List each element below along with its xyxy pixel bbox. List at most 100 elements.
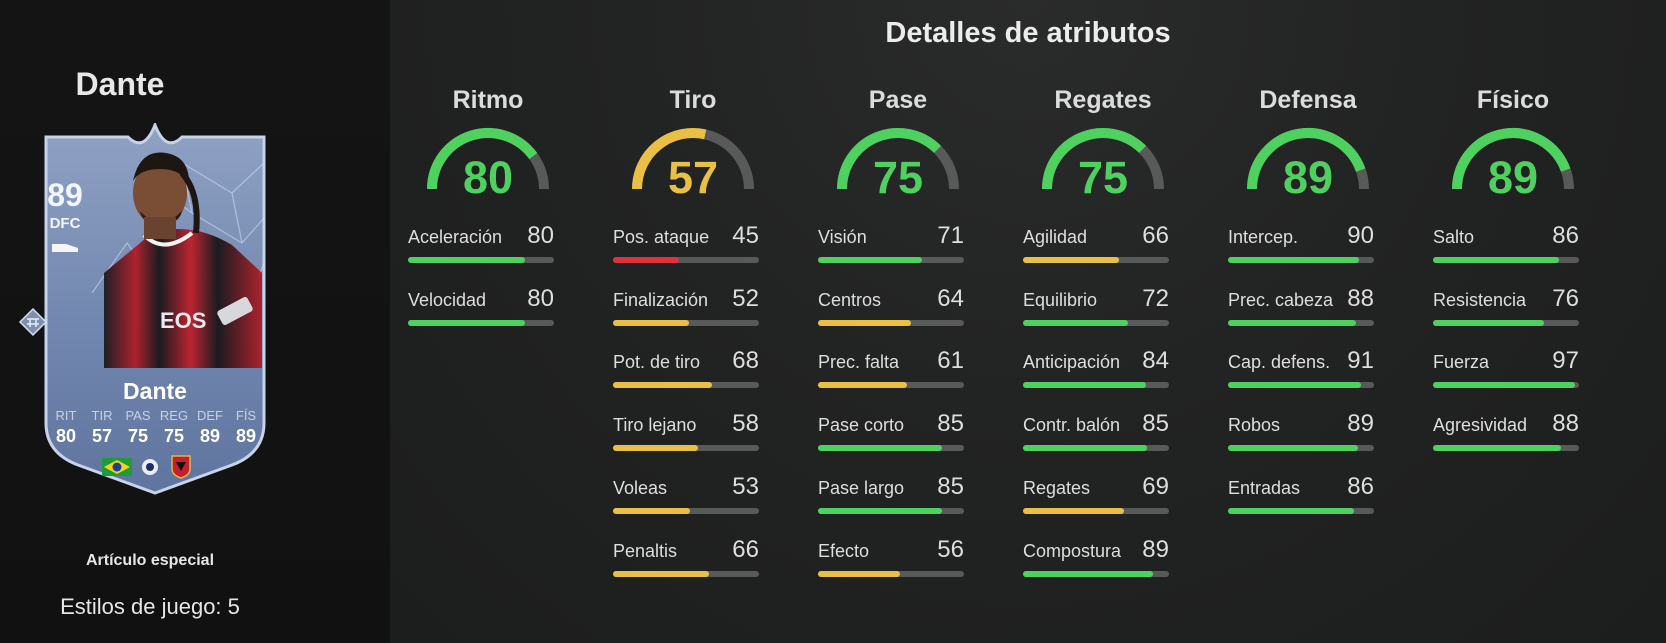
attribute-bar-track: [613, 571, 759, 577]
attribute-bar-fill: [613, 508, 691, 514]
attribute-row: Voleas 53: [613, 473, 773, 518]
attribute-row: Centros 64: [818, 285, 978, 330]
attribute-label: Pot. de tiro: [613, 352, 701, 372]
attribute-label: Finalización: [613, 290, 709, 310]
attribute-bar-fill: [818, 508, 943, 514]
attribute-bar-track: [818, 257, 964, 263]
category-gauge: [837, 128, 959, 190]
attribute-label: Fuerza: [1433, 352, 1490, 372]
attribute-value: 88: [1552, 410, 1579, 437]
attribute-value: 86: [1347, 473, 1374, 500]
attribute-bar-fill: [613, 445, 698, 451]
league-logo-icon: [142, 459, 158, 475]
attribute-label: Regates: [1023, 478, 1091, 498]
attribute-bar-track: [613, 445, 759, 451]
attribute-label: Robos: [1228, 415, 1281, 435]
attribute-label: Entradas: [1228, 478, 1301, 498]
category-gauge: [1042, 128, 1164, 190]
attribute-label: Cap. defens.: [1228, 352, 1331, 372]
attribute-value: 85: [1142, 410, 1169, 437]
attribute-row: Salto 86: [1433, 222, 1593, 267]
attribute-bar-fill: [818, 382, 908, 388]
attribute-label: Velocidad: [408, 290, 487, 310]
attribute-row: Pos. ataque 45: [613, 222, 773, 267]
card-stat-label: RIT: [55, 408, 77, 423]
attribute-label: Efecto: [818, 541, 870, 561]
gauge-fill: [1042, 128, 1147, 190]
special-item-label: Artículo especial: [85, 552, 215, 569]
attribute-bar-track: [1433, 382, 1579, 388]
player-name: Dante: [75, 66, 165, 102]
attribute-bar-track: [1433, 257, 1579, 263]
attribute-row: Velocidad 80: [408, 285, 568, 330]
attribute-value: 89: [1347, 410, 1374, 437]
attribute-value: 61: [937, 347, 964, 374]
attribute-row: Resistencia 76: [1433, 285, 1593, 330]
category-tiro: Tiro 57 Pos. ataque 45 Finalización 52 Pot. de…: [613, 0, 773, 643]
attribute-label: Equilibrio: [1023, 290, 1098, 310]
category-rating: 89: [1487, 152, 1539, 203]
attribute-value: 97: [1552, 347, 1579, 374]
card-stat-value: 75: [163, 426, 185, 446]
card-stat-value: 75: [127, 426, 149, 446]
card-stat-label: TIR: [91, 408, 113, 423]
attribute-bar-fill: [1023, 382, 1146, 388]
attribute-bar-track: [818, 445, 964, 451]
attribute-bar-fill: [1023, 257, 1120, 263]
card-position: DFC: [49, 215, 81, 232]
attribute-label: Aceleración: [408, 227, 503, 247]
attribute-bar-fill: [1228, 320, 1357, 326]
attribute-label: Salto: [1433, 227, 1475, 247]
category-name: Físico: [1476, 86, 1550, 114]
attribute-value: 85: [937, 473, 964, 500]
player-panel: Dante: [0, 0, 390, 643]
attribute-bar-fill: [1433, 257, 1559, 263]
attribute-bar-fill: [1228, 382, 1361, 388]
attribute-value: 53: [732, 473, 759, 500]
attribute-bar-fill: [818, 445, 943, 451]
attribute-label: Resistencia: [1433, 290, 1527, 310]
category-físico: Físico 89 Salto 86 Resistencia 76 Fuerza 97 Agre…: [1433, 0, 1593, 643]
attribute-value: 58: [732, 410, 759, 437]
attribute-bar-fill: [408, 320, 525, 326]
attribute-bar-track: [1433, 320, 1579, 326]
attribute-bar-fill: [1023, 445, 1148, 451]
attribute-bar-fill: [1228, 445, 1358, 451]
attribute-bar-track: [1023, 257, 1169, 263]
attribute-row: Finalización 52: [613, 285, 773, 330]
attribute-label: Voleas: [613, 478, 668, 498]
card-badges: [102, 455, 191, 479]
attribute-bar-track: [1023, 508, 1169, 514]
category-rating: 57: [667, 152, 719, 203]
attribute-bar-fill: [613, 320, 689, 326]
attribute-bar-fill: [1433, 320, 1544, 326]
attribute-row: Pase corto 85: [818, 410, 978, 455]
attribute-value: 52: [732, 285, 759, 312]
category-rating: 80: [462, 152, 514, 203]
category-pase: Pase 75 Visión 71 Centros 64 Prec. falta 61 Pase…: [818, 0, 978, 643]
attribute-bar-track: [1228, 320, 1374, 326]
gauge-fill: [837, 128, 942, 190]
attribute-bar-fill: [613, 257, 679, 263]
gauge-fill: [1452, 128, 1571, 190]
category-name: Pase: [868, 86, 928, 114]
attribute-value: 45: [732, 222, 759, 249]
attribute-value: 66: [1142, 222, 1169, 249]
player-card: EOS 89 DFC Dante RIT TIR PAS REG DEF FÍS…: [18, 123, 278, 495]
attribute-bar-track: [1023, 445, 1169, 451]
attribute-value: 80: [527, 285, 554, 312]
attribute-bar-track: [1228, 445, 1374, 451]
card-background: EOS: [44, 123, 266, 495]
card-stat-value: 80: [55, 426, 77, 446]
attribute-row: Fuerza 97: [1433, 347, 1593, 392]
attribute-value: 85: [937, 410, 964, 437]
card-stat-value: 57: [91, 426, 113, 446]
attribute-bar-track: [408, 257, 554, 263]
card-stat-label: PAS: [125, 408, 151, 423]
attribute-value: 69: [1142, 473, 1169, 500]
club-crest-icon: [171, 455, 191, 479]
attribute-bar-fill: [818, 571, 900, 577]
gauge-fill: [427, 128, 538, 190]
gauge-fill: [632, 128, 707, 190]
card-stat-value: 89: [199, 426, 221, 446]
